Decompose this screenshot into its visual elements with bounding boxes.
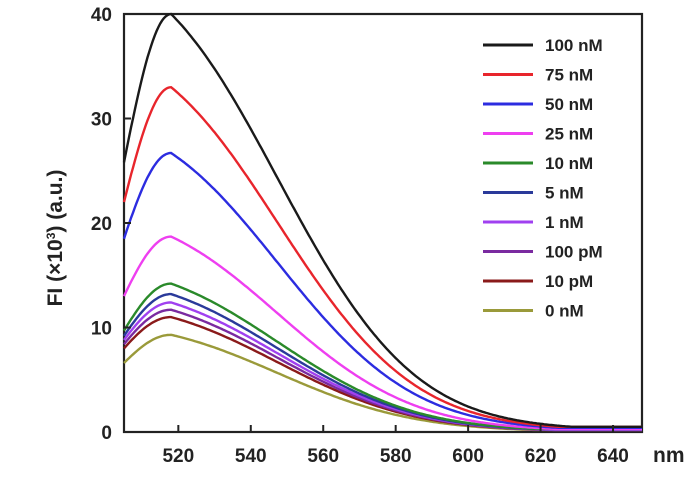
series-line-3 <box>122 235 642 431</box>
y-axis-title-tail: ) (a.u.) <box>44 170 67 233</box>
legend: 100 nM 75 nM 50 nM 25 nM 10 nM 5 nM 1 nM 100 pM… <box>483 36 603 321</box>
y-axis-title-main: FI (×10 <box>44 239 67 306</box>
x-axis-ticks: 520 540 560 580 600 620 640 <box>162 425 629 467</box>
y-tick-label: 20 <box>91 214 112 235</box>
series-lines <box>122 12 642 432</box>
legend-label: 25 nM <box>545 125 593 144</box>
x-tick-label: 640 <box>597 446 629 467</box>
legend-label: 75 nM <box>545 66 593 85</box>
x-tick-label: 620 <box>525 446 557 467</box>
legend-label: 100 nM <box>545 36 603 55</box>
legend-label: 1 nM <box>545 213 584 232</box>
y-tick-label: 30 <box>91 110 112 131</box>
y-tick-label: 40 <box>91 5 112 26</box>
y-tick-label: 10 <box>91 319 112 340</box>
x-axis-title: nm <box>653 444 685 467</box>
legend-label: 10 nM <box>545 154 593 173</box>
legend-label: 50 nM <box>545 95 593 114</box>
x-tick-label: 560 <box>307 446 339 467</box>
legend-label: 0 nM <box>545 302 584 321</box>
legend-label: 100 pM <box>545 243 603 262</box>
y-axis-ticks: 0 10 20 30 40 <box>91 5 131 444</box>
x-tick-label: 540 <box>235 446 267 467</box>
y-axis-title-superscript: 3 <box>44 232 58 239</box>
legend-label: 5 nM <box>545 184 584 203</box>
x-tick-label: 580 <box>380 446 412 467</box>
x-tick-label: 520 <box>162 446 194 467</box>
x-tick-label: 600 <box>452 446 484 467</box>
series-line-9 <box>123 333 642 432</box>
series-line-0 <box>122 12 642 428</box>
legend-label: 10 pM <box>545 272 593 291</box>
y-axis-title: FI (×103) (a.u.) <box>44 170 67 307</box>
y-tick-label: 0 <box>101 423 112 444</box>
